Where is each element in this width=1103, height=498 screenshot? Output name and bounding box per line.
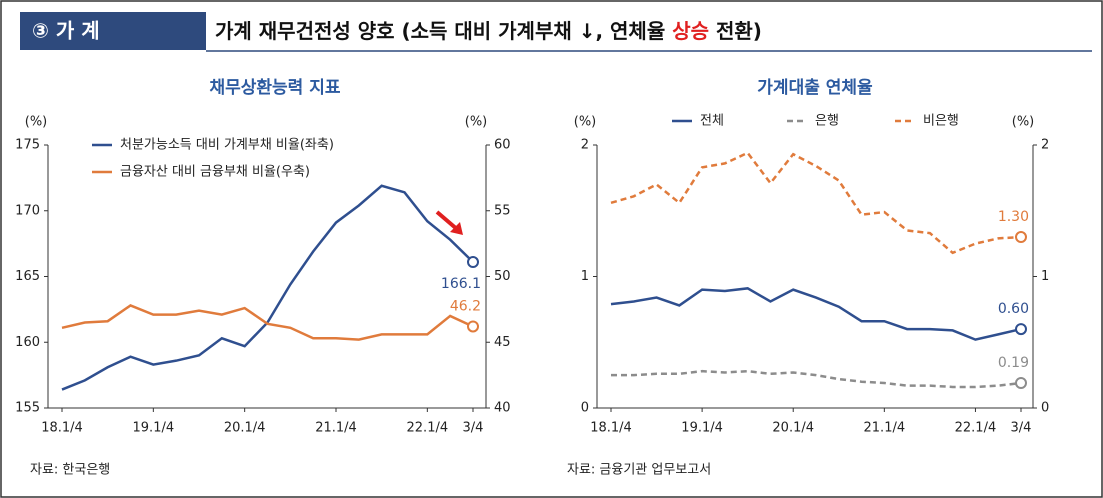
x-tick-label: 19.1/4 <box>133 421 175 436</box>
y2-unit: (%) <box>465 115 488 130</box>
legend-label: 비은행 <box>923 113 959 129</box>
value-label: 0.19 <box>998 355 1029 371</box>
y2-tick-label: 50 <box>494 269 511 284</box>
annotation-arrow <box>435 210 460 232</box>
y-tick-label: 160 <box>15 335 40 350</box>
y-tick-label: 1 <box>581 269 589 284</box>
x-tick-label: 20.1/4 <box>772 421 814 436</box>
chart-title: 채무상환능력 지표 <box>209 78 340 98</box>
y-unit: (%) <box>25 115 48 130</box>
title-highlight: 상승 <box>672 19 709 43</box>
value-label: 1.30 <box>998 209 1029 225</box>
series-line <box>610 287 1022 341</box>
end-point <box>1015 377 1027 390</box>
y2-tick-label: 1 <box>1041 269 1049 284</box>
y-tick-label: 175 <box>15 138 40 153</box>
y-tick-label: 170 <box>15 203 40 218</box>
x-tick-label: 3/4 <box>1011 421 1032 436</box>
title-part: 가계 재무건전성 양호 (소득 대비 가계부채 ↓, 연체율 <box>215 19 672 43</box>
title-part: 전환) <box>709 19 762 43</box>
x-tick-label: 21.1/4 <box>315 421 357 436</box>
x-tick-label: 22.1/4 <box>407 421 449 436</box>
value-label: 166.1 <box>441 276 481 292</box>
y2-tick-label: 40 <box>494 401 511 416</box>
annotation-arrow-head <box>450 222 463 235</box>
y-tick-label: 165 <box>15 269 40 284</box>
y-tick-label: 2 <box>581 138 589 153</box>
end-point <box>467 320 479 333</box>
x-tick-label: 20.1/4 <box>224 421 266 436</box>
value-label: 46.2 <box>450 298 481 314</box>
y2-tick-label: 55 <box>494 203 511 218</box>
chart-title: 가계대출 연체율 <box>757 78 873 98</box>
badge: ③ 가 계 <box>32 19 100 43</box>
y2-tick-label: 0 <box>1041 401 1049 416</box>
legend-label: 금융자산 대비 금융부채 비율(우축) <box>120 165 310 180</box>
header-title: 가계 재무건전성 양호 (소득 대비 가계부채 ↓, 연체율 상승 전환) <box>215 19 762 43</box>
y2-tick-label: 45 <box>494 335 511 350</box>
x-tick-label: 18.1/4 <box>41 421 83 436</box>
legend-label: 처분가능소득 대비 가계부채 비율(좌축) <box>120 138 334 153</box>
source: 자료: 금융기관 업무보고서 <box>567 463 711 478</box>
end-point <box>467 256 479 269</box>
x-tick-label: 22.1/4 <box>955 421 997 436</box>
value-label: 0.60 <box>998 301 1029 317</box>
y-tick-label: 155 <box>15 401 40 416</box>
y2-unit: (%) <box>1012 115 1035 130</box>
x-tick-label: 18.1/4 <box>590 421 632 436</box>
x-tick-label: 19.1/4 <box>681 421 723 436</box>
end-point <box>1015 323 1027 336</box>
badge-box <box>20 12 206 50</box>
y-tick-label: 0 <box>581 401 589 416</box>
series-line <box>61 304 474 341</box>
y2-tick-label: 2 <box>1041 138 1049 153</box>
source: 자료: 한국은행 <box>30 462 110 478</box>
y-unit: (%) <box>574 115 597 130</box>
end-point <box>1015 231 1027 244</box>
y2-tick-label: 60 <box>494 138 511 153</box>
legend-label: 전체 <box>700 114 724 129</box>
x-tick-label: 3/4 <box>463 421 484 436</box>
legend-label: 은행 <box>815 113 839 129</box>
x-tick-label: 21.1/4 <box>864 421 906 436</box>
series-line <box>611 369 1022 389</box>
series-line <box>610 151 1022 255</box>
